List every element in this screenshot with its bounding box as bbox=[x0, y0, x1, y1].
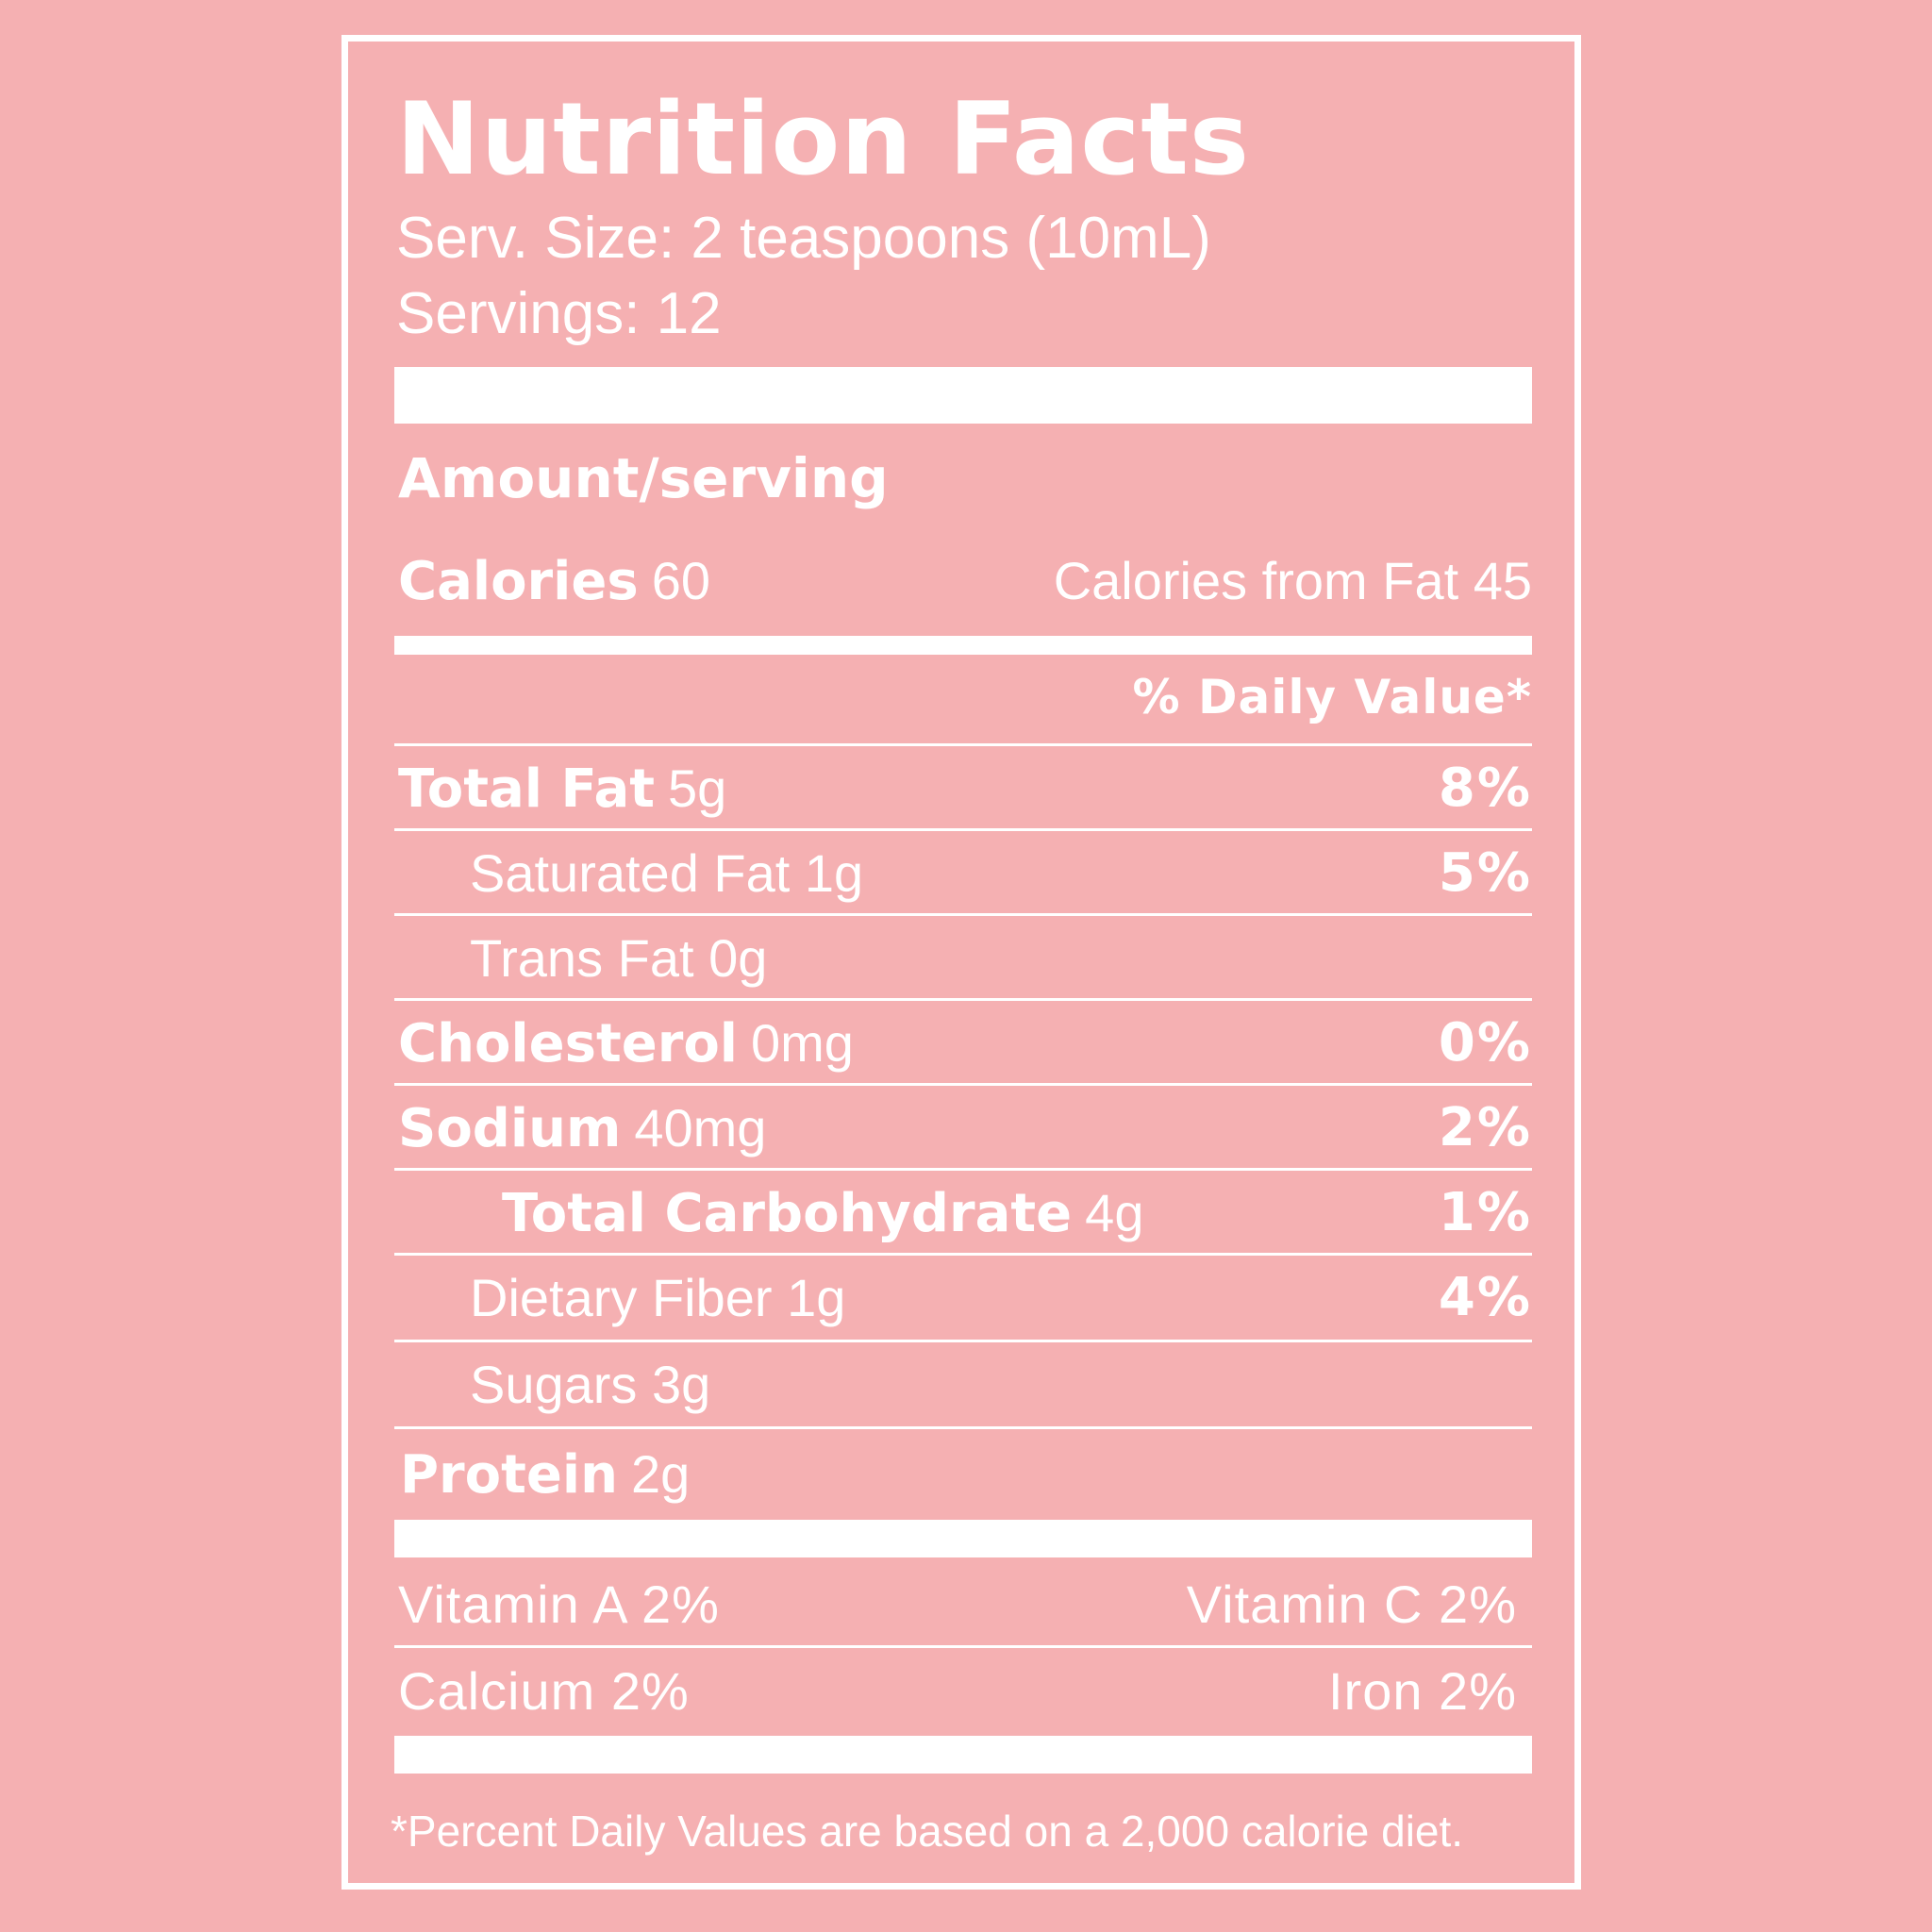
nutrient-name: Trans Fat bbox=[470, 928, 694, 988]
medium-divider bbox=[394, 636, 1532, 655]
nutrient-amount: 3g bbox=[652, 1355, 711, 1414]
nutrient-percent: 4% bbox=[1438, 1267, 1532, 1328]
nutrient-name: Saturated Fat bbox=[470, 843, 791, 903]
nutrient-row-dietary-fiber: Dietary Fiber 1g bbox=[470, 1272, 845, 1324]
nutrient-amount: 1g bbox=[787, 1268, 846, 1327]
vitamin-a: Vitamin A 2% bbox=[398, 1574, 720, 1634]
nutrient-row-sodium: Sodium 40mg bbox=[398, 1102, 766, 1156]
nutrient-percent: 0% bbox=[1438, 1012, 1532, 1074]
nutrient-amount: 40mg bbox=[634, 1098, 767, 1158]
nutrient-amount: 4g bbox=[1085, 1183, 1144, 1242]
nutrient-name: Total Carbohydrate bbox=[502, 1183, 1073, 1244]
nutrient-row-cholesterol: Cholesterol 0mg bbox=[398, 1017, 854, 1071]
rule bbox=[394, 1645, 1532, 1648]
nutrient-row-sugars: Sugars 3g bbox=[470, 1358, 710, 1411]
nutrient-row-total-fat: Total Fat 5g bbox=[398, 762, 726, 816]
nutrient-name: Protein bbox=[400, 1444, 618, 1506]
nutrient-percent: 2% bbox=[1438, 1097, 1532, 1158]
rule bbox=[394, 913, 1532, 916]
calories-from-fat: Calories from Fat 45 bbox=[1053, 551, 1532, 610]
nutrient-row-saturated-fat: Saturated Fat 1g bbox=[470, 847, 863, 900]
thick-divider-top bbox=[394, 367, 1532, 424]
rule bbox=[394, 1083, 1532, 1086]
nutrient-percent: 1% bbox=[1438, 1182, 1532, 1243]
nutrient-name: Sugars bbox=[470, 1355, 638, 1414]
nutrient-name: Total Fat bbox=[398, 758, 656, 820]
nutrition-label-border bbox=[341, 35, 1581, 1890]
nutrient-amount: 0mg bbox=[750, 1013, 854, 1073]
rule bbox=[394, 1426, 1532, 1429]
calories-value: 60 bbox=[651, 551, 710, 610]
iron: Iron 2% bbox=[1328, 1661, 1517, 1721]
nutrient-amount: 1g bbox=[804, 843, 864, 903]
nutrient-row-total-carbohydrate: Total Carbohydrate 4g bbox=[502, 1187, 1143, 1241]
nutrient-amount: 0g bbox=[708, 928, 768, 988]
rule bbox=[394, 998, 1532, 1001]
daily-value-header: % Daily Value* bbox=[1132, 670, 1532, 724]
thick-divider-vitamins bbox=[394, 1520, 1532, 1557]
serving-size: Serv. Size: 2 teaspoons (10mL) bbox=[396, 206, 1211, 271]
nutrient-percent: 8% bbox=[1438, 758, 1532, 819]
rule bbox=[394, 1168, 1532, 1171]
nutrient-percent: 5% bbox=[1438, 842, 1532, 904]
nutrient-amount: 5g bbox=[668, 758, 727, 818]
calories-label: Calories bbox=[398, 551, 639, 612]
rule bbox=[394, 828, 1532, 831]
calories-row: Calories 60 bbox=[398, 555, 710, 608]
label-title: Nutrition Facts bbox=[396, 81, 1250, 197]
nutrient-row-protein: Protein 2g bbox=[400, 1448, 690, 1502]
nutrient-row-trans-fat: Trans Fat 0g bbox=[470, 932, 767, 985]
rule bbox=[394, 743, 1532, 746]
amount-per-serving-heading: Amount/serving bbox=[398, 446, 889, 510]
rule bbox=[394, 1340, 1532, 1342]
thick-divider-bottom bbox=[394, 1736, 1532, 1774]
rule bbox=[394, 1253, 1532, 1256]
vitamin-c: Vitamin C 2% bbox=[1186, 1574, 1517, 1634]
nutrient-amount: 2g bbox=[630, 1444, 691, 1504]
nutrient-name: Cholesterol bbox=[398, 1013, 738, 1074]
footnote: *Percent Daily Values are based on a 2,0… bbox=[391, 1807, 1464, 1856]
nutrient-name: Dietary Fiber bbox=[470, 1268, 773, 1327]
calcium: Calcium 2% bbox=[398, 1661, 690, 1721]
servings-per-container: Servings: 12 bbox=[396, 281, 722, 346]
nutrient-name: Sodium bbox=[398, 1098, 622, 1159]
